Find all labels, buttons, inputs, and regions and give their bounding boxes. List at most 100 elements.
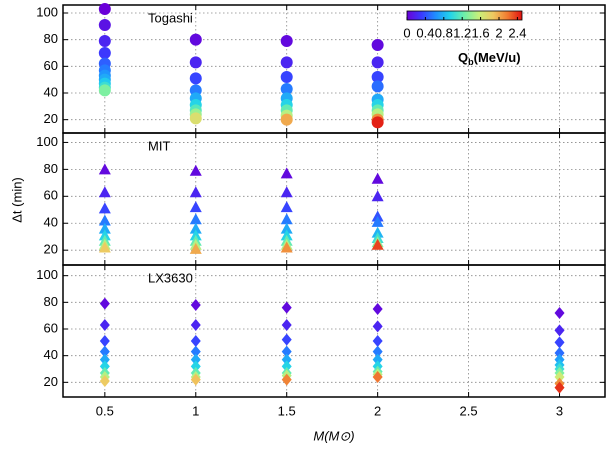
point [280,56,293,69]
point [189,72,202,85]
point [280,186,293,198]
panel-title: LX3630 [148,270,193,285]
point [189,222,202,234]
y-tick-label: 20 [44,111,58,126]
y-tick-label: 80 [44,31,58,46]
point [99,319,110,331]
point [280,201,293,213]
panel-frame [62,132,606,266]
y-tick-label: 80 [44,161,58,176]
point [280,222,293,234]
point [281,373,292,386]
point [190,353,201,366]
colorbar-tick-label: 1.6 [472,25,490,40]
point [371,116,384,129]
point [190,335,201,347]
point [371,172,384,184]
point [98,214,111,226]
panel-frame [62,4,606,134]
y-tick-label: 20 [44,374,58,389]
point [371,190,384,202]
point [98,222,111,234]
colorbar-tick-label: 2.4 [508,25,526,40]
point [99,360,110,373]
point [371,80,384,93]
point [554,307,565,319]
point [190,345,201,358]
y-tick-label: 80 [44,294,58,309]
point [99,353,110,366]
point [189,164,202,176]
colorbar [406,10,523,21]
x-tick-label: 3 [556,403,563,418]
point [554,381,565,394]
point [189,201,202,213]
y-axis-label: Δt (min) [9,177,24,223]
point [554,347,565,359]
point [371,215,384,227]
y-tick-label: 60 [44,320,58,335]
point [280,71,293,83]
y-tick-label: 40 [44,215,58,230]
colorbar-label: Qb(MeV/u) [458,50,521,67]
point [99,335,110,347]
y-tick-label: 100 [36,267,58,282]
point [98,202,111,214]
point [98,241,111,253]
colorbar-tick-label: 0 [403,25,410,40]
point [280,213,293,225]
point [372,345,383,358]
point [98,3,111,15]
point [372,303,383,315]
colorbar-tick-label: 2 [495,25,502,40]
point [281,345,292,358]
point [189,56,202,69]
point [99,375,110,387]
point [371,56,384,69]
point [189,213,202,225]
point [190,373,201,386]
colorbar-label-sub: b [468,57,474,67]
point [190,319,201,331]
point [281,319,292,331]
point [98,19,111,31]
point [189,112,202,125]
colorbar-tick-label: 1.2 [453,25,471,40]
point [281,301,292,314]
colorbar-label-unit: (MeV/u) [474,50,521,65]
point [280,113,293,126]
point [280,241,293,253]
point [371,39,384,51]
point [372,320,383,333]
point [280,35,293,47]
point [371,71,384,83]
y-tick-label: 60 [44,188,58,203]
y-tick-label: 60 [44,58,58,73]
point [98,35,111,47]
y-tick-label: 20 [44,242,58,257]
point [189,242,202,254]
point [99,297,110,310]
point [372,335,383,347]
colorbar-tick-label: 0.4 [416,25,434,40]
point [281,333,292,346]
x-tick-label: 0.5 [96,403,114,418]
point [98,186,111,198]
point [554,371,565,383]
colorbar-tick-label: 0.8 [435,25,453,40]
x-tick-label: 1.5 [278,403,296,418]
point [189,33,202,46]
colorbar-label-main: Q [458,50,468,65]
point [372,353,383,366]
point [99,345,110,358]
point [554,336,565,349]
point [98,163,111,175]
panel-title: MIT [148,138,170,153]
point [98,47,111,59]
y-tick-label: 40 [44,347,58,362]
point [371,238,384,250]
x-tick-label: 2.5 [460,403,478,418]
y-tick-label: 40 [44,84,58,99]
x-tick-label: 1 [192,403,199,418]
point [280,83,293,95]
